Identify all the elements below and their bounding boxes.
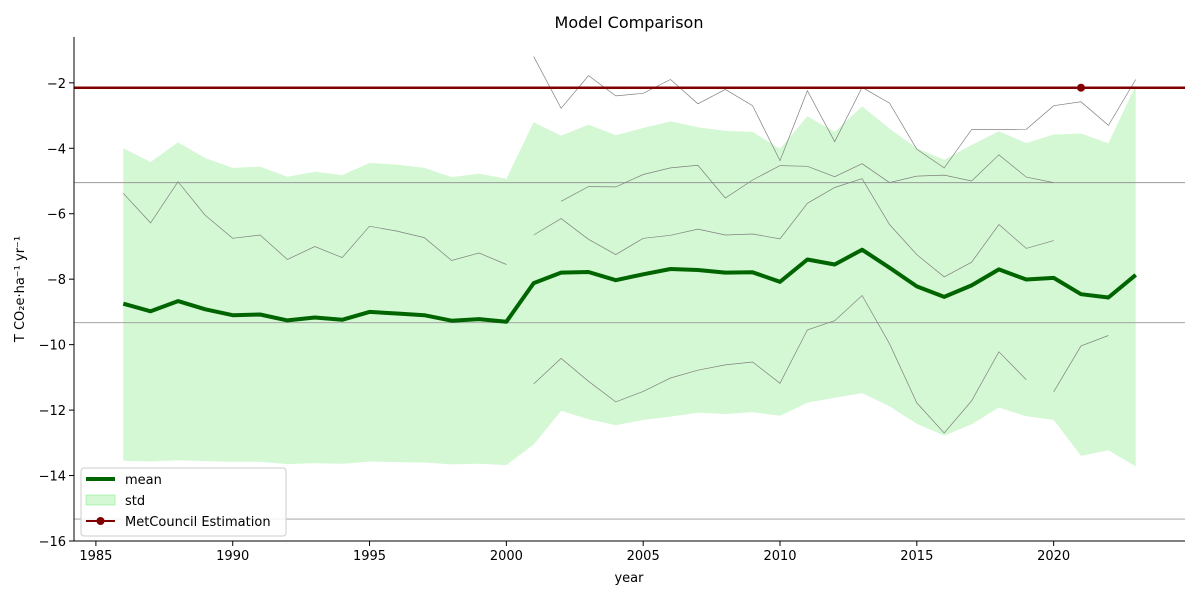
legend-label: std — [125, 494, 145, 509]
x-tick-label: 1990 — [216, 549, 249, 564]
x-axis-label: year — [614, 571, 644, 586]
x-tick-label: 2015 — [900, 549, 933, 564]
legend-swatch-marker — [96, 517, 105, 525]
x-tick-label: 2000 — [490, 549, 523, 564]
mean-line — [122, 247, 1137, 324]
y-tick-label: −10 — [39, 339, 66, 354]
x-tick-label: 2020 — [1037, 549, 1070, 564]
x-tick-label: 1985 — [79, 549, 112, 564]
model-line-5 — [1053, 335, 1109, 392]
model-line-3 — [533, 178, 1054, 278]
legend-label: MetCouncil Estimation — [125, 515, 271, 530]
y-tick-label: −8 — [47, 273, 66, 288]
legend: mean std MetCouncil Estimation — [80, 467, 287, 537]
chart-title: Model Comparison — [555, 13, 704, 32]
legend-box — [80, 467, 287, 537]
x-tick-label: 2010 — [763, 549, 796, 564]
model-line-4 — [533, 294, 1027, 434]
model-line-1 — [533, 56, 1137, 169]
y-axis-label: T CO₂e·ha⁻¹ yr⁻¹ — [13, 236, 28, 343]
legend-label: mean — [125, 473, 162, 488]
x-tick-label: 2005 — [627, 549, 660, 564]
plot-area: 1985 1990 1995 2000 2005 2010 2015 2020 −16 −14 −1… — [39, 37, 1185, 564]
legend-swatch-std — [85, 494, 116, 506]
y-tick-label: −16 — [39, 535, 66, 550]
y-tick-label: −14 — [39, 470, 66, 485]
model-line-2 — [560, 154, 1054, 202]
y-tick-label: −12 — [39, 404, 66, 419]
y-tick-label: −2 — [47, 77, 66, 92]
y-tick-label: −4 — [47, 142, 66, 157]
metcouncil-marker — [1077, 83, 1086, 92]
x-tick-label: 1995 — [353, 549, 386, 564]
model-line-0 — [123, 181, 507, 265]
y-tick-label: −6 — [47, 208, 66, 223]
